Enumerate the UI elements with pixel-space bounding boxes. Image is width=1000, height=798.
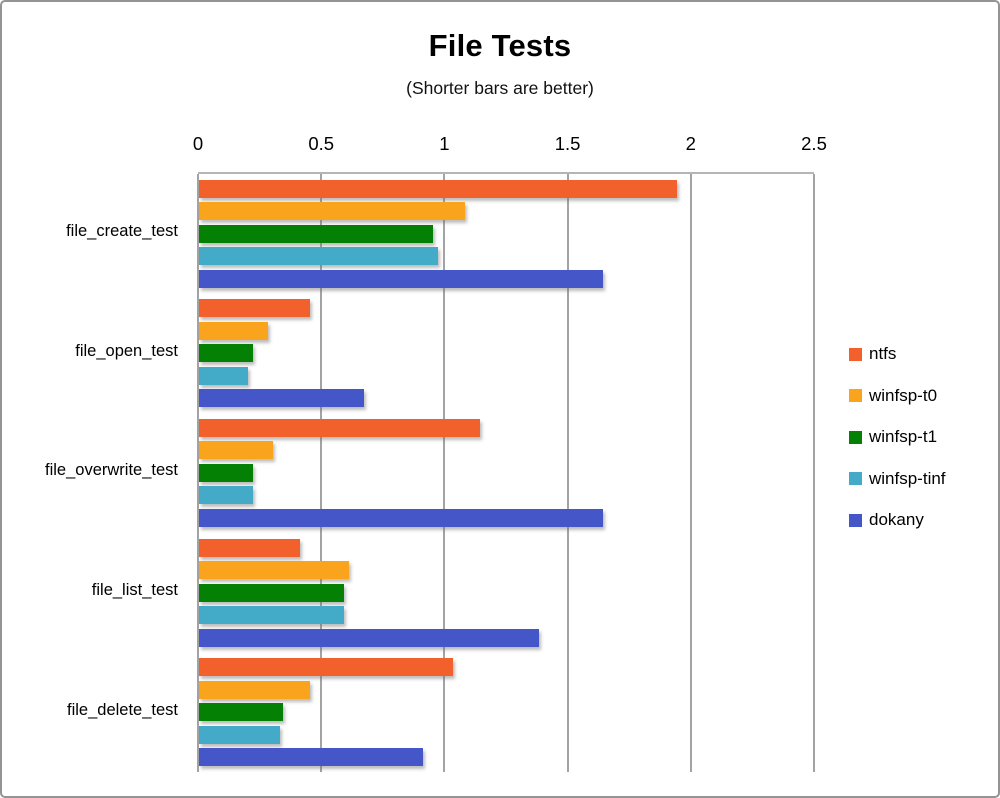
plot-area: [197, 172, 815, 772]
bar-winfsp-t1-file_overwrite_test: [199, 463, 254, 482]
legend-swatch-winfsp-tinf: [849, 472, 862, 485]
bar-group-file_open_test: [199, 294, 814, 414]
category-label-file_list_test: file_list_test: [91, 581, 178, 600]
x-tick-label-1: 1: [439, 133, 450, 154]
bar-ntfs-file_delete_test: [199, 658, 453, 677]
bar-winfsp-tinf-file_overwrite_test: [199, 486, 254, 505]
bar-dokany-file_overwrite_test: [199, 508, 604, 527]
bar-ntfs-file_list_test: [199, 538, 301, 557]
legend-swatch-ntfs: [849, 347, 862, 361]
x-tick-label-2: 2: [685, 133, 696, 154]
x-tick-label-1.5: 1.5: [554, 133, 581, 154]
bar-group-file_delete_test: [199, 652, 814, 772]
gridline-2: [689, 174, 692, 772]
legend-label-dokany: dokany: [869, 510, 924, 529]
x-axis-ticks: 0 0.5 1 1.5 2 2.5: [193, 133, 827, 159]
legend-item-winfsp-tinf: winfsp-tinf: [849, 468, 946, 488]
bar-winfsp-t1-file_delete_test: [199, 703, 283, 722]
category-labels: file_create_test file_open_test file_overw…: [2, 172, 188, 770]
gridline-1: [443, 174, 446, 772]
bar-winfsp-tinf-file_delete_test: [199, 725, 281, 744]
legend: ntfs winfsp-t0 winfsp-t1 winfsp-tinf dokany: [849, 344, 946, 553]
bar-dokany-file_create_test: [199, 269, 604, 288]
legend-item-dokany: dokany: [849, 510, 946, 529]
chart-title: File Tests: [428, 28, 572, 63]
legend-label-winfsp-tinf: winfsp-tinf: [869, 468, 946, 488]
x-tick-label-2.5: 2.5: [801, 133, 827, 154]
bar-winfsp-tinf-file_list_test: [199, 606, 345, 625]
bar-dokany-file_open_test: [199, 389, 365, 408]
legend-label-ntfs: ntfs: [869, 344, 897, 363]
category-label-file_delete_test: file_delete_test: [67, 700, 178, 719]
legend-item-ntfs: ntfs: [849, 344, 946, 363]
bar-group-file_overwrite_test: [199, 413, 814, 533]
gridline-1.5: [566, 174, 569, 772]
x-tick-label-0.5: 0.5: [308, 133, 335, 154]
legend-swatch-winfsp-t1: [849, 430, 862, 444]
bar-winfsp-t0-file_overwrite_test: [199, 441, 273, 460]
bar-winfsp-t1-file_list_test: [199, 583, 345, 602]
gridline-0.5: [320, 174, 323, 772]
bar-ntfs-file_open_test: [199, 299, 310, 318]
bar-winfsp-t0-file_create_test: [199, 202, 466, 221]
legend-label-winfsp-t1: winfsp-t1: [869, 427, 938, 446]
gridline-0: [197, 174, 199, 772]
legend-label-winfsp-t0: winfsp-t0: [869, 385, 938, 405]
category-label-file_create_test: file_create_test: [66, 222, 178, 241]
gridline-2.5: [813, 174, 815, 772]
bar-ntfs-file_overwrite_test: [199, 418, 480, 437]
bar-ntfs-file_create_test: [199, 179, 678, 198]
bar-winfsp-t1-file_create_test: [199, 224, 434, 243]
bar-group-file_list_test: [199, 533, 814, 653]
legend-swatch-dokany: [849, 513, 862, 527]
bar-dokany-file_list_test: [199, 628, 540, 647]
bar-winfsp-t0-file_open_test: [199, 321, 268, 340]
bar-winfsp-tinf-file_open_test: [199, 366, 249, 385]
bar-winfsp-tinf-file_create_test: [199, 247, 438, 266]
legend-swatch-winfsp-t0: [849, 389, 862, 402]
bar-dokany-file_delete_test: [199, 748, 424, 767]
chart-subtitle: (Shorter bars are better): [406, 78, 594, 98]
legend-item-winfsp-t1: winfsp-t1: [849, 427, 946, 446]
bar-group-file_create_test: [199, 174, 814, 294]
legend-item-winfsp-t0: winfsp-t0: [849, 385, 946, 405]
category-label-file_open_test: file_open_test: [75, 341, 178, 360]
bar-winfsp-t0-file_list_test: [199, 561, 350, 580]
bar-winfsp-t0-file_delete_test: [199, 680, 310, 699]
category-label-file_overwrite_test: file_overwrite_test: [45, 461, 178, 480]
bar-winfsp-t1-file_open_test: [199, 344, 254, 363]
x-tick-label-0: 0: [192, 133, 204, 154]
